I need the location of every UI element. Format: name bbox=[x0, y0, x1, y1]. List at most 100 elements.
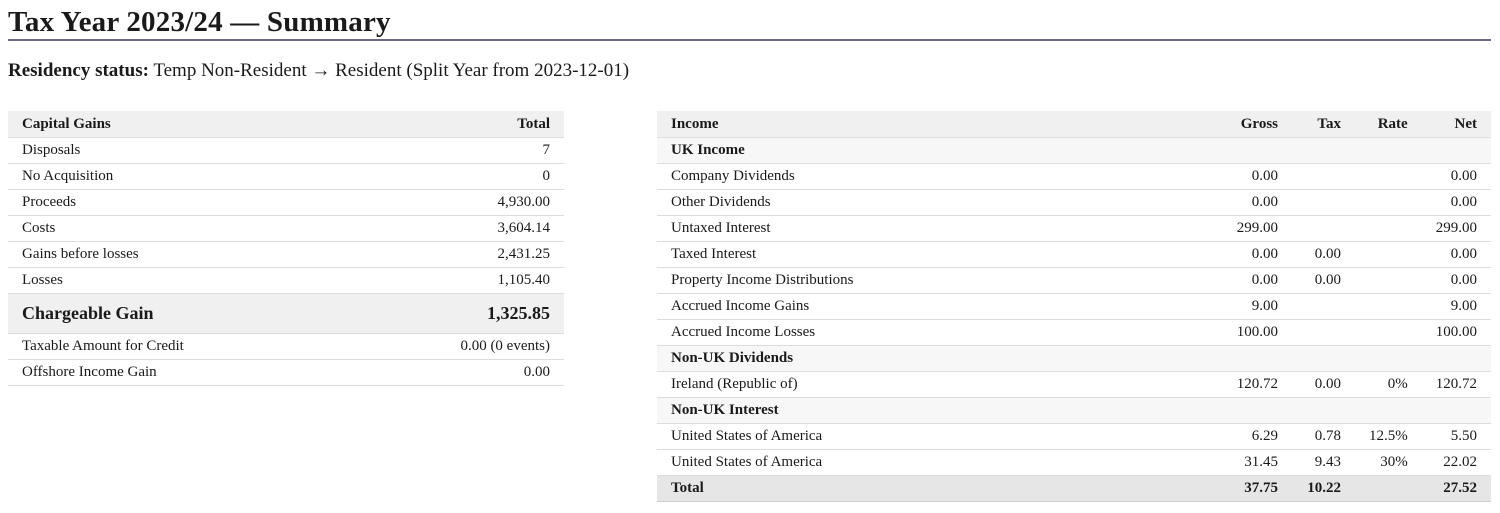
costs-label: Costs bbox=[8, 215, 352, 242]
other-dividends-label: Other Dividends bbox=[657, 189, 1201, 216]
net-header: Net bbox=[1421, 111, 1491, 138]
disposals-label: Disposals bbox=[8, 137, 352, 164]
company-dividends-label: Company Dividends bbox=[657, 163, 1201, 190]
usa-interest-2-label: United States of America bbox=[657, 449, 1201, 476]
company-dividends-tax bbox=[1292, 163, 1355, 190]
proceeds-label: Proceeds bbox=[8, 189, 352, 216]
untaxed-interest-net: 299.00 bbox=[1421, 215, 1491, 242]
company-dividends-row: Company Dividends 0.00 0.00 bbox=[657, 163, 1491, 190]
accrued-income-losses-gross: 100.00 bbox=[1200, 319, 1292, 346]
company-dividends-rate bbox=[1354, 163, 1422, 190]
ireland-dividends-label: Ireland (Republic of) bbox=[657, 371, 1201, 398]
usa-interest-row-1: United States of America 6.29 0.78 12.5%… bbox=[657, 423, 1491, 450]
income-total-gross: 37.75 bbox=[1200, 475, 1292, 502]
property-income-distributions-row: Property Income Distributions 0.00 0.00 … bbox=[657, 267, 1491, 294]
taxable-amount-for-credit-label: Taxable Amount for Credit bbox=[8, 333, 352, 360]
residency-status-label: Residency status: bbox=[8, 60, 149, 81]
capital-gains-header-row: Capital Gains Total bbox=[8, 111, 564, 138]
ireland-dividends-net: 120.72 bbox=[1421, 371, 1491, 398]
costs-value: 3,604.14 bbox=[351, 215, 564, 242]
taxable-amount-for-credit-value: 0.00 (0 events) bbox=[351, 333, 564, 360]
residency-status: Residency status: Temp Non-Resident → Re… bbox=[8, 58, 629, 84]
offshore-income-gain-row: Offshore Income Gain 0.00 bbox=[8, 359, 564, 386]
ireland-dividends-gross: 120.72 bbox=[1200, 371, 1292, 398]
usa-interest-2-gross: 31.45 bbox=[1200, 449, 1292, 476]
income-table: Income Gross Tax Rate Net UK Income Comp… bbox=[657, 111, 1491, 502]
gross-header: Gross bbox=[1200, 111, 1292, 138]
non-uk-interest-group-label: Non-UK Interest bbox=[657, 397, 1491, 424]
accrued-income-losses-net: 100.00 bbox=[1421, 319, 1491, 346]
chargeable-gain-label: Chargeable Gain bbox=[8, 293, 352, 334]
ireland-dividends-tax: 0.00 bbox=[1292, 371, 1355, 398]
no-acquisition-label: No Acquisition bbox=[8, 163, 352, 190]
usa-interest-2-rate: 30% bbox=[1354, 449, 1422, 476]
ireland-dividends-row: Ireland (Republic of) 120.72 0.00 0% 120… bbox=[657, 371, 1491, 398]
property-income-distributions-gross: 0.00 bbox=[1200, 267, 1292, 294]
accrued-income-losses-row: Accrued Income Losses 100.00 100.00 bbox=[657, 319, 1491, 346]
proceeds-value: 4,930.00 bbox=[351, 189, 564, 216]
no-acquisition-value: 0 bbox=[351, 163, 564, 190]
accrued-income-gains-row: Accrued Income Gains 9.00 9.00 bbox=[657, 293, 1491, 320]
gains-before-losses-value: 2,431.25 bbox=[351, 241, 564, 268]
capital-gains-table: Capital Gains Total Disposals 7 No Acqui… bbox=[8, 111, 564, 386]
non-uk-dividends-group-row: Non-UK Dividends bbox=[657, 345, 1491, 372]
accrued-income-gains-label: Accrued Income Gains bbox=[657, 293, 1201, 320]
disposals-row: Disposals 7 bbox=[8, 137, 564, 164]
income-header: Income bbox=[657, 111, 1201, 138]
page-title: Tax Year 2023/24 — Summary bbox=[8, 6, 391, 38]
usa-interest-1-rate: 12.5% bbox=[1354, 423, 1422, 450]
income-total-label: Total bbox=[657, 475, 1201, 502]
accrued-income-gains-tax bbox=[1292, 293, 1355, 320]
untaxed-interest-gross: 299.00 bbox=[1200, 215, 1292, 242]
tax-header: Tax bbox=[1292, 111, 1355, 138]
untaxed-interest-rate bbox=[1354, 215, 1422, 242]
other-dividends-row: Other Dividends 0.00 0.00 bbox=[657, 189, 1491, 216]
other-dividends-net: 0.00 bbox=[1421, 189, 1491, 216]
accrued-income-losses-tax bbox=[1292, 319, 1355, 346]
income-total-tax: 10.22 bbox=[1292, 475, 1355, 502]
total-header: Total bbox=[351, 111, 564, 138]
residency-status-value: Temp Non-Resident → Resident (Split Year… bbox=[153, 60, 630, 81]
proceeds-row: Proceeds 4,930.00 bbox=[8, 189, 564, 216]
costs-row: Costs 3,604.14 bbox=[8, 215, 564, 242]
property-income-distributions-net: 0.00 bbox=[1421, 267, 1491, 294]
usa-interest-1-tax: 0.78 bbox=[1292, 423, 1355, 450]
rate-header: Rate bbox=[1354, 111, 1422, 138]
losses-value: 1,105.40 bbox=[351, 267, 564, 294]
chargeable-gain-row: Chargeable Gain 1,325.85 bbox=[8, 293, 564, 334]
property-income-distributions-tax: 0.00 bbox=[1292, 267, 1355, 294]
usa-interest-1-gross: 6.29 bbox=[1200, 423, 1292, 450]
usa-interest-2-tax: 9.43 bbox=[1292, 449, 1355, 476]
non-uk-dividends-group-label: Non-UK Dividends bbox=[657, 345, 1491, 372]
offshore-income-gain-label: Offshore Income Gain bbox=[8, 359, 352, 386]
losses-row: Losses 1,105.40 bbox=[8, 267, 564, 294]
income-header-row: Income Gross Tax Rate Net bbox=[657, 111, 1491, 138]
usa-interest-1-net: 5.50 bbox=[1421, 423, 1491, 450]
income-total-rate bbox=[1354, 475, 1422, 502]
untaxed-interest-row: Untaxed Interest 299.00 299.00 bbox=[657, 215, 1491, 242]
usa-interest-1-label: United States of America bbox=[657, 423, 1201, 450]
chargeable-gain-value: 1,325.85 bbox=[351, 293, 564, 334]
company-dividends-gross: 0.00 bbox=[1200, 163, 1292, 190]
capital-gains-header: Capital Gains bbox=[8, 111, 352, 138]
property-income-distributions-label: Property Income Distributions bbox=[657, 267, 1201, 294]
ireland-dividends-rate: 0% bbox=[1354, 371, 1422, 398]
usa-interest-row-2: United States of America 31.45 9.43 30% … bbox=[657, 449, 1491, 476]
title-divider bbox=[8, 39, 1491, 41]
taxable-amount-for-credit-row: Taxable Amount for Credit 0.00 (0 events… bbox=[8, 333, 564, 360]
gains-before-losses-row: Gains before losses 2,431.25 bbox=[8, 241, 564, 268]
income-total-row: Total 37.75 10.22 27.52 bbox=[657, 475, 1491, 502]
accrued-income-losses-rate bbox=[1354, 319, 1422, 346]
losses-label: Losses bbox=[8, 267, 352, 294]
gains-before-losses-label: Gains before losses bbox=[8, 241, 352, 268]
offshore-income-gain-value: 0.00 bbox=[351, 359, 564, 386]
taxed-interest-gross: 0.00 bbox=[1200, 241, 1292, 268]
usa-interest-2-net: 22.02 bbox=[1421, 449, 1491, 476]
company-dividends-net: 0.00 bbox=[1421, 163, 1491, 190]
disposals-value: 7 bbox=[351, 137, 564, 164]
untaxed-interest-tax bbox=[1292, 215, 1355, 242]
accrued-income-losses-label: Accrued Income Losses bbox=[657, 319, 1201, 346]
accrued-income-gains-rate bbox=[1354, 293, 1422, 320]
taxed-interest-row: Taxed Interest 0.00 0.00 0.00 bbox=[657, 241, 1491, 268]
